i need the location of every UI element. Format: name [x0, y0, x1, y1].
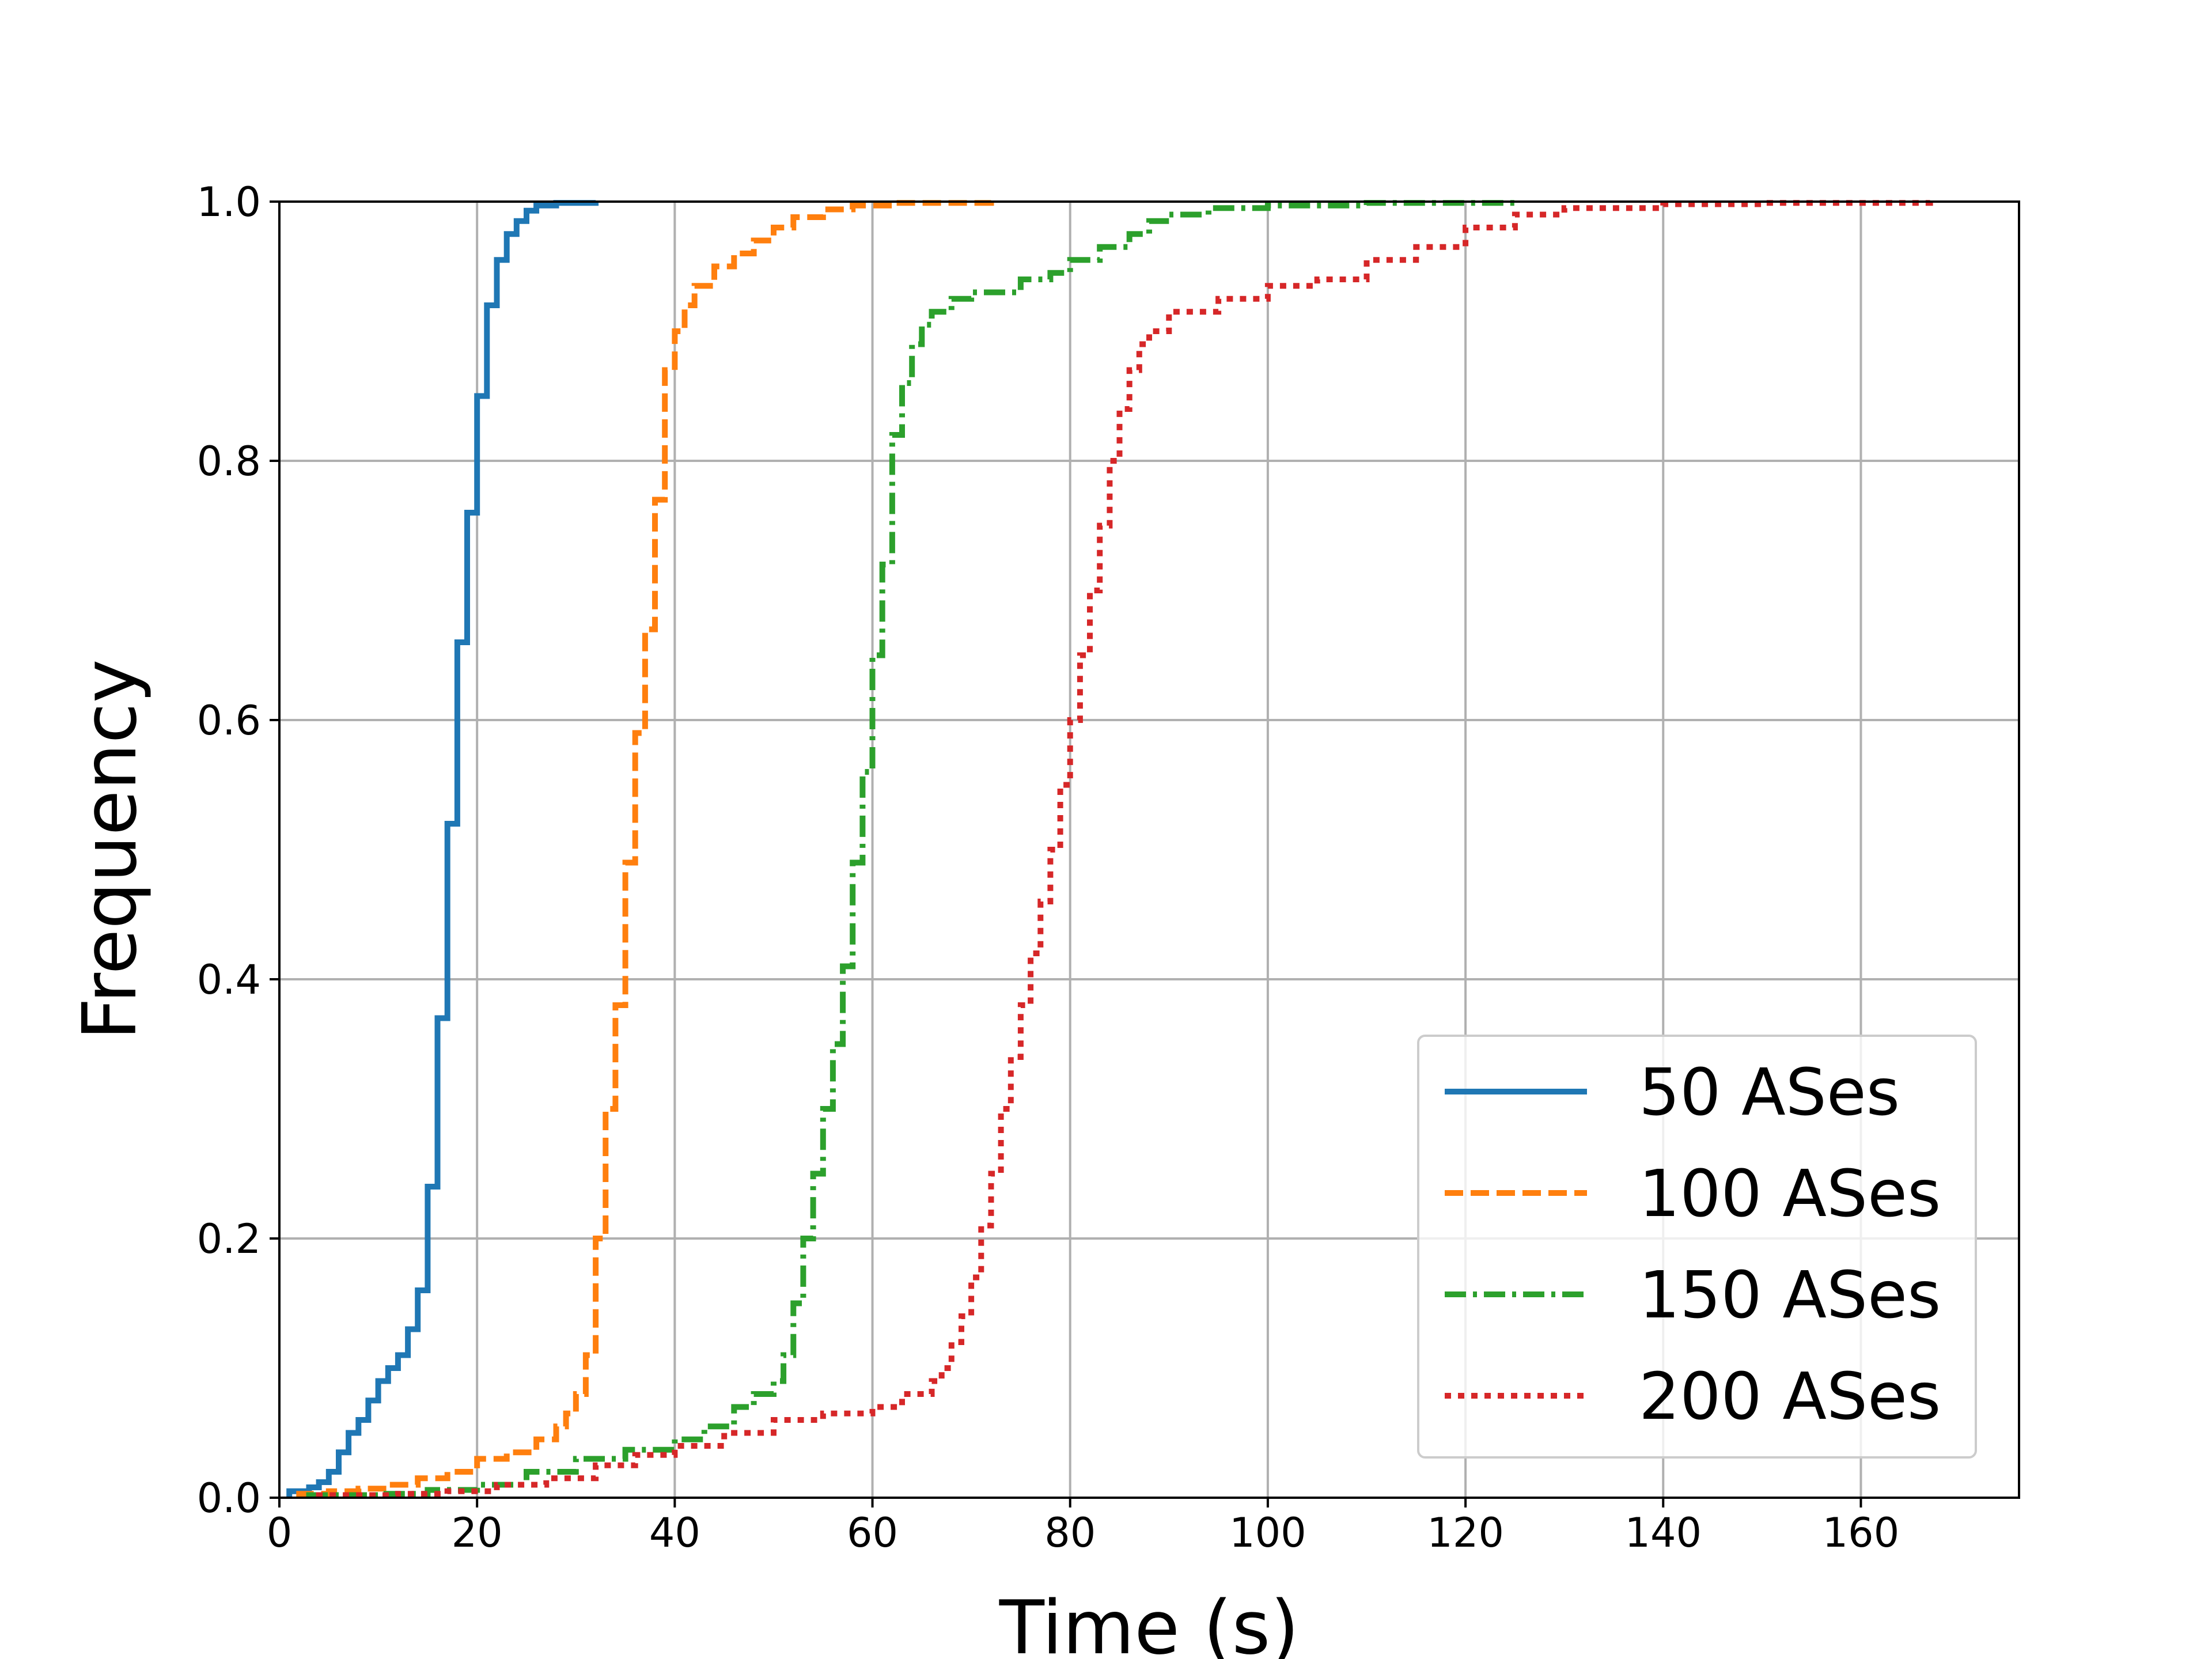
plot-frame: [278, 200, 2020, 1499]
x-tick-label: 80: [1044, 1509, 1096, 1556]
y-tick-label: 0.2: [197, 1215, 261, 1263]
legend-label: 50 ASes: [1639, 1055, 1900, 1130]
x-tick-label: 0: [267, 1509, 293, 1556]
x-tick-label: 140: [1624, 1509, 1702, 1556]
legend-label: 200 ASes: [1639, 1359, 1941, 1434]
x-tick-label: 120: [1427, 1509, 1504, 1556]
x-axis-ticks: 0 20 40 60 80 100 120 140 160: [267, 1498, 1900, 1556]
x-tick-label: 60: [847, 1509, 898, 1556]
x-tick-label: 20: [452, 1509, 503, 1556]
y-tick-label: 0.8: [197, 438, 261, 485]
legend-box: [1417, 1035, 1977, 1459]
series-line-4: [316, 200, 1933, 1498]
x-axis-label: Time (s): [999, 1585, 1300, 1659]
y-tick-label: 0.6: [197, 697, 261, 744]
series-line-3: [306, 200, 1518, 1498]
y-axis-ticks: 0.0 0.2 0.4 0.6 0.8 1.0: [197, 179, 279, 1522]
y-tick-label: 0.4: [197, 956, 261, 1003]
y-tick-label: 0.0: [197, 1475, 261, 1522]
legend: 50 ASes 100 ASes 150 ASes 200 ASes: [1417, 1035, 1977, 1459]
series-line-1: [286, 200, 599, 1498]
x-tick-label: 100: [1229, 1509, 1306, 1556]
x-tick-label: 160: [1823, 1509, 1900, 1556]
x-tick-label: 40: [649, 1509, 700, 1556]
legend-label: 100 ASes: [1639, 1157, 1941, 1232]
y-tick-label: 1.0: [197, 179, 261, 226]
legend-label: 150 ASes: [1639, 1258, 1941, 1333]
series-group: [286, 200, 1933, 1498]
series-line-2: [296, 200, 994, 1498]
y-axis-label: Frequency: [67, 659, 153, 1040]
